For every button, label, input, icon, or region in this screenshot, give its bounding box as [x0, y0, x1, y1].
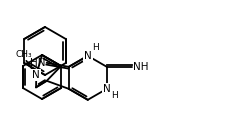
Text: N: N — [84, 51, 92, 61]
Text: CH₃: CH₃ — [15, 50, 32, 59]
Text: H: H — [92, 43, 99, 52]
Text: N: N — [103, 84, 111, 94]
Text: HN: HN — [30, 58, 46, 68]
Text: N: N — [32, 70, 40, 80]
Text: H: H — [111, 91, 118, 100]
Text: NH: NH — [133, 62, 148, 72]
